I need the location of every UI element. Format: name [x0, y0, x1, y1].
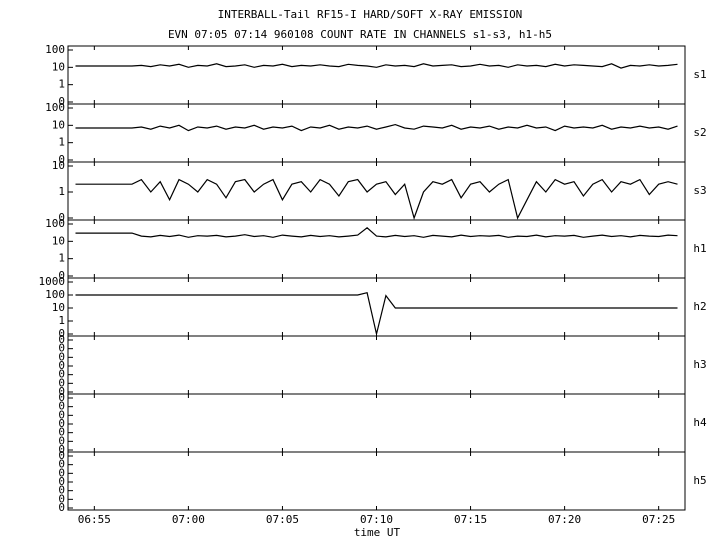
panel-label: h5 — [693, 474, 706, 487]
y-tick-label: 0 — [58, 385, 65, 398]
panel-label: h2 — [693, 300, 706, 313]
y-tick-label: 0 — [58, 475, 65, 488]
x-tick-label: 07:25 — [642, 513, 675, 526]
chart-title: INTERBALL-Tail RF15-I HARD/SOFT X-RAY EM… — [218, 8, 523, 21]
y-tick-label: 10 — [52, 301, 65, 314]
y-tick-label: 0 — [58, 368, 65, 381]
x-tick-label: 07:20 — [548, 513, 581, 526]
y-tick-label: 0 — [58, 211, 65, 224]
y-tick-label: 100 — [45, 101, 65, 114]
y-tick-label: 0 — [58, 434, 65, 447]
y-tick-label: 1 — [58, 136, 65, 149]
y-tick-label: 10 — [52, 60, 65, 73]
y-tick-label: 10 — [52, 118, 65, 131]
y-tick-label: 0 — [58, 376, 65, 389]
y-tick-label: 0 — [58, 269, 65, 282]
y-tick-label: 0 — [58, 153, 65, 166]
x-tick-label: 07:00 — [172, 513, 205, 526]
y-tick-label: 0 — [58, 391, 65, 404]
y-tick-label: 0 — [58, 443, 65, 456]
panel-label: s3 — [693, 184, 706, 197]
y-tick-label: 1 — [58, 78, 65, 91]
y-tick-label: 100 — [45, 288, 65, 301]
y-tick-label: 1 — [58, 252, 65, 265]
y-tick-label: 0 — [58, 426, 65, 439]
series-line — [75, 227, 678, 238]
y-tick-label: 0 — [58, 359, 65, 372]
y-tick-label: 0 — [58, 342, 65, 355]
x-tick-label: 07:10 — [360, 513, 393, 526]
y-tick-label: 0 — [58, 408, 65, 421]
y-tick-label: 0 — [58, 400, 65, 413]
panel-label: s1 — [693, 68, 706, 81]
x-tick-label: 06:55 — [78, 513, 111, 526]
y-tick-label: 100 — [45, 217, 65, 230]
y-tick-label: 0 — [58, 333, 65, 346]
y-tick-label: 10 — [52, 159, 65, 172]
panel-label: s2 — [693, 126, 706, 139]
y-tick-label: 1 — [58, 314, 65, 327]
y-tick-label: 0 — [58, 492, 65, 505]
series-line — [75, 123, 678, 132]
panel-label: h3 — [693, 358, 706, 371]
y-tick-label: 1 — [58, 185, 65, 198]
panel-label: h1 — [693, 242, 706, 255]
x-tick-label: 07:05 — [266, 513, 299, 526]
y-tick-label: 0 — [58, 417, 65, 430]
y-tick-label: 0 — [58, 95, 65, 108]
series-line — [75, 291, 678, 335]
chart-subtitle: EVN 07:05 07:14 960108 COUNT RATE IN CHA… — [168, 28, 552, 41]
y-tick-label: 0 — [58, 466, 65, 479]
series-line — [75, 63, 678, 69]
x-tick-label: 07:15 — [454, 513, 487, 526]
y-tick-label: 1000 — [39, 275, 66, 288]
y-tick-label: 0 — [58, 327, 65, 340]
y-tick-label: 0 — [58, 501, 65, 514]
y-tick-label: 100 — [45, 43, 65, 56]
y-tick-label: 0 — [58, 458, 65, 471]
y-tick-label: 0 — [58, 484, 65, 497]
x-axis-label: time UT — [354, 526, 401, 539]
series-line — [75, 178, 678, 220]
panel-label: h4 — [693, 416, 707, 429]
y-tick-label: 0 — [58, 350, 65, 363]
y-tick-label: 0 — [58, 449, 65, 462]
y-tick-label: 10 — [52, 234, 65, 247]
